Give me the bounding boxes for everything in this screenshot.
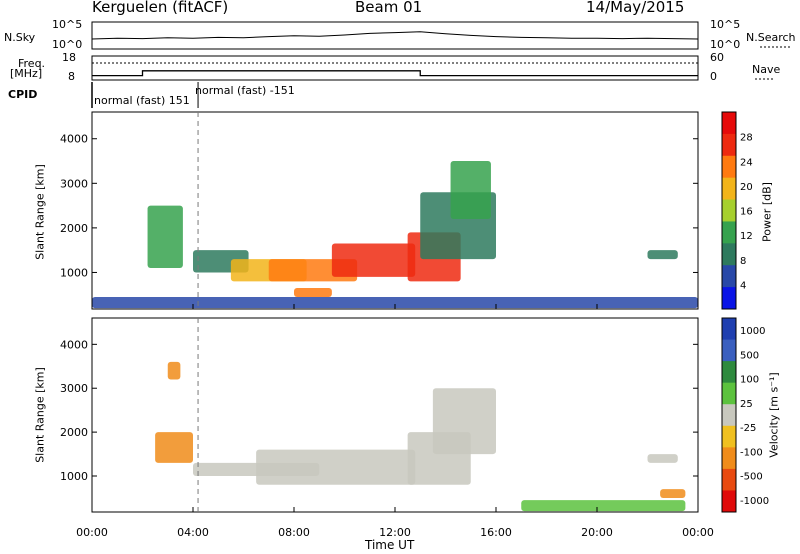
velocity-colorbar-swatch-3 — [722, 382, 736, 405]
velocity-colorbar-tick-1: 500 — [740, 350, 759, 361]
power-regions — [92, 161, 698, 309]
nsearch-tick-top: 10^5 — [710, 18, 741, 31]
velocity-colorbar-swatch-5 — [722, 425, 736, 448]
power-colorbar-swatch-3 — [722, 177, 736, 201]
cpid-mode-1: normal (fast) 151 — [94, 94, 190, 107]
date-title: 14/May/2015 — [586, 0, 685, 16]
power-region-0 — [147, 205, 183, 268]
nsky-panel-frame — [91, 21, 699, 50]
cpid-mode-2: normal (fast) -151 — [195, 84, 295, 97]
velocity-colorbar-swatch-7 — [722, 468, 736, 491]
velocity-colorbar-swatch-4 — [722, 404, 736, 427]
power-colorbar-swatch-4 — [722, 199, 736, 222]
nave-tick-bottom: 0 — [710, 70, 717, 83]
power-colorbar-swatch-2 — [722, 155, 736, 179]
velocity-colorbar-swatch-1 — [722, 339, 736, 362]
velocity-colorbar-tick-7: -1000 — [740, 496, 769, 507]
power-colorbar-swatch-5 — [722, 221, 736, 244]
velocity-regions — [155, 361, 686, 512]
power-region-10 — [92, 296, 698, 309]
power-colorbar-swatch-1 — [722, 133, 736, 157]
nsearch-label: N.Search — [746, 31, 796, 44]
power-colorbar-frame — [721, 111, 737, 310]
power-region-9 — [647, 250, 678, 260]
nave-label: Nave — [752, 63, 781, 76]
xtick-label-0: 00:00 — [76, 526, 108, 539]
power-region-4 — [331, 243, 416, 277]
xaxis-title: Time UT — [365, 538, 415, 552]
xtick-label-4: 16:00 — [480, 526, 512, 539]
freq-tick-bottom: 8 — [68, 70, 75, 83]
xtick-label-2: 08:00 — [278, 526, 310, 539]
freq-label-2: [MHz] — [10, 67, 43, 80]
velocity-colorbar-tick-3: 25 — [740, 399, 753, 410]
power-region-8 — [294, 288, 332, 297]
freq-label-1: Freq. — [18, 57, 46, 70]
velocity-region-6 — [521, 500, 686, 512]
velocity-region-8 — [647, 454, 678, 463]
power-ytick-label-3: 4000 — [60, 133, 88, 146]
nave-tick-top: 60 — [710, 51, 724, 64]
power-colorbar-tick-2: 12 — [740, 231, 753, 242]
velocity-colorbar-swatch-8 — [722, 490, 736, 513]
power-colorbar-swatch-0 — [722, 112, 736, 135]
velocity-region-4 — [155, 432, 193, 463]
velocity-colorbar-swatch-6 — [722, 447, 736, 470]
velocity-colorbar-frame — [721, 317, 737, 513]
power-ytick-label-1: 2000 — [60, 222, 88, 235]
nsearch-tick-bottom: 10^0 — [710, 38, 741, 51]
power-ytick-label-2: 3000 — [60, 177, 88, 190]
power-colorbar-swatch-8 — [722, 287, 736, 310]
velocity-ytick-label-2: 3000 — [60, 382, 88, 395]
power-colorbar-swatch-7 — [722, 265, 736, 288]
velocity-colorbar-tick-0: 1000 — [740, 326, 765, 337]
velocity-ytick-label-3: 4000 — [60, 338, 88, 351]
velocity-colorbar-tick-5: -100 — [740, 447, 763, 458]
xtick-label-5: 20:00 — [581, 526, 613, 539]
power-colorbar-swatch-6 — [722, 243, 736, 266]
xtick-label-1: 04:00 — [177, 526, 209, 539]
power-colorbar-tick-1: 8 — [740, 256, 746, 267]
xtick-label-3: 12:00 — [379, 526, 411, 539]
velocity-colorbar-tick-6: -500 — [740, 472, 763, 483]
freq-series-line — [92, 70, 698, 77]
xtick-label-6: 00:00 — [682, 526, 714, 539]
velocity-colorbar-swatch-2 — [722, 361, 736, 384]
velocity-ytick-label-1: 2000 — [60, 426, 88, 439]
beam-title: Beam 01 — [355, 0, 423, 16]
nsky-label: N.Sky — [4, 31, 36, 44]
power-colorbar-tick-4: 20 — [740, 182, 753, 193]
power-colorbar-tick-5: 24 — [740, 157, 753, 168]
power-colorbar-tick-0: 4 — [740, 280, 746, 291]
power-region-7 — [450, 161, 491, 219]
station-title: Kerguelen (fitACF) — [92, 0, 229, 16]
nsky-tick-top: 10^5 — [52, 18, 83, 31]
velocity-region-5 — [167, 361, 181, 380]
nsky-tick-bottom: 10^0 — [52, 38, 83, 51]
velocity-colorbar-tick-2: 100 — [740, 375, 759, 386]
power-colorbar-tick-6: 28 — [740, 133, 753, 144]
velocity-ytick-label-0: 1000 — [60, 470, 88, 483]
velocity-region-3 — [432, 388, 496, 455]
velocity-colorbar-tick-4: -25 — [740, 423, 756, 434]
velocity-colorbar-swatch-0 — [722, 318, 736, 341]
freq-panel-frame — [91, 55, 699, 81]
freq-tick-top: 18 — [62, 51, 76, 64]
velocity-region-7 — [660, 489, 686, 498]
power-ytick-label-0: 1000 — [60, 266, 88, 279]
cpid-label: CPID — [8, 88, 38, 101]
nsky-series-line — [91, 31, 699, 40]
velocity-region-1 — [256, 449, 416, 485]
power-colorbar-tick-3: 16 — [740, 207, 753, 218]
